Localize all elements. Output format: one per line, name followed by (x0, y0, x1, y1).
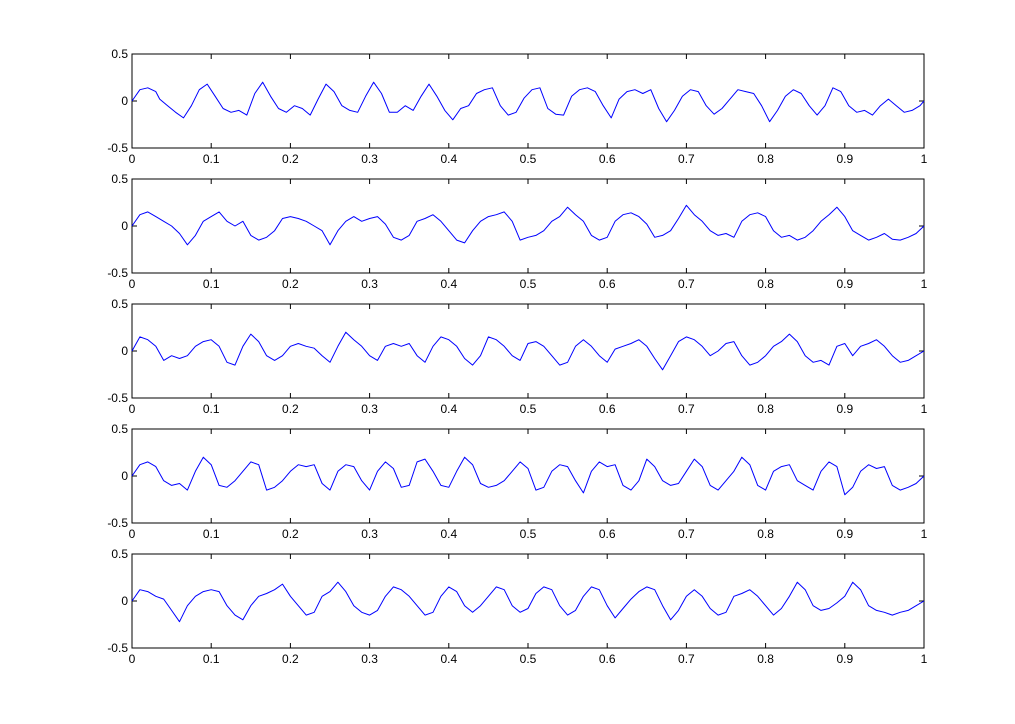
x-tick-label: 0.8 (757, 527, 774, 541)
y-tick-label: -0.5 (107, 266, 128, 280)
series-line-3 (131, 331, 925, 371)
x-tick-label: 0.7 (678, 527, 695, 541)
x-tick-label: 0.8 (757, 277, 774, 291)
series-line-2 (131, 204, 925, 246)
plot-area-1 (131, 53, 925, 149)
x-tick-label: 0.5 (520, 652, 537, 666)
x-tick-label: 0.4 (440, 277, 457, 291)
y-tick-label: 0.5 (111, 297, 128, 311)
x-tick-label: 0.2 (282, 152, 299, 166)
x-tick-label: 0.4 (440, 527, 457, 541)
x-tick-label: 0.7 (678, 652, 695, 666)
plot-area-2 (131, 178, 925, 274)
series-line-4 (131, 456, 925, 496)
x-tick-label: 0.7 (678, 277, 695, 291)
x-tick-label: 0.3 (361, 277, 378, 291)
y-tick-label: 0 (121, 594, 128, 608)
y-tick-label: 0 (121, 219, 128, 233)
x-tick-label: 0.3 (361, 527, 378, 541)
x-tick-label: 0 (129, 277, 136, 291)
x-tick-label: 0.5 (520, 402, 537, 416)
y-tick-label: 0 (121, 94, 128, 108)
x-tick-label: 0.4 (440, 652, 457, 666)
x-tick-label: 0.6 (599, 152, 616, 166)
y-tick-label: 0.5 (111, 172, 128, 186)
plot-area-5 (131, 553, 925, 649)
x-tick-label: 0.8 (757, 152, 774, 166)
x-tick-label: 0.1 (203, 652, 220, 666)
x-tick-label: 0.2 (282, 652, 299, 666)
x-tick-label: 0.2 (282, 277, 299, 291)
x-tick-label: 0.1 (203, 402, 220, 416)
y-tick-label: 0.5 (111, 422, 128, 436)
x-tick-label: 0.9 (836, 277, 853, 291)
x-tick-label: 1 (921, 527, 928, 541)
x-tick-label: 0.3 (361, 652, 378, 666)
y-tick-label: 0 (121, 344, 128, 358)
x-tick-label: 0.1 (203, 527, 220, 541)
x-tick-label: 0.4 (440, 402, 457, 416)
x-tick-label: 0.6 (599, 277, 616, 291)
x-tick-label: 0.4 (440, 152, 457, 166)
x-tick-label: 1 (921, 277, 928, 291)
x-tick-label: 1 (921, 402, 928, 416)
y-tick-label: -0.5 (107, 141, 128, 155)
x-tick-label: 0.6 (599, 527, 616, 541)
x-tick-label: 0.5 (520, 527, 537, 541)
x-tick-label: 0 (129, 527, 136, 541)
x-tick-label: 0.7 (678, 152, 695, 166)
x-tick-label: 0.2 (282, 527, 299, 541)
x-tick-label: 0 (129, 652, 136, 666)
y-tick-label: -0.5 (107, 391, 128, 405)
x-tick-label: 0.3 (361, 152, 378, 166)
y-tick-label: -0.5 (107, 641, 128, 655)
x-tick-label: 1 (921, 152, 928, 166)
x-tick-label: 0 (129, 402, 136, 416)
x-tick-label: 0.2 (282, 402, 299, 416)
x-tick-label: 0.6 (599, 402, 616, 416)
x-tick-label: 0.1 (203, 277, 220, 291)
x-tick-label: 0.6 (599, 652, 616, 666)
x-tick-label: 0.7 (678, 402, 695, 416)
x-tick-label: 0.8 (757, 402, 774, 416)
x-tick-label: 0.9 (836, 402, 853, 416)
y-tick-label: 0.5 (111, 547, 128, 561)
x-tick-label: 0 (129, 152, 136, 166)
plot-area-4 (131, 428, 925, 524)
x-tick-label: 0.5 (520, 152, 537, 166)
x-tick-label: 0.9 (836, 652, 853, 666)
x-tick-label: 1 (921, 652, 928, 666)
x-tick-label: 0.5 (520, 277, 537, 291)
y-tick-label: 0 (121, 469, 128, 483)
y-tick-label: 0.5 (111, 47, 128, 61)
x-tick-label: 0.1 (203, 152, 220, 166)
x-tick-label: 0.9 (836, 152, 853, 166)
series-line-1 (131, 81, 925, 123)
x-tick-label: 0.9 (836, 527, 853, 541)
x-tick-label: 0.3 (361, 402, 378, 416)
series-line-5 (131, 581, 925, 623)
y-tick-label: -0.5 (107, 516, 128, 530)
x-tick-label: 0.8 (757, 652, 774, 666)
plot-area-3 (131, 303, 925, 399)
